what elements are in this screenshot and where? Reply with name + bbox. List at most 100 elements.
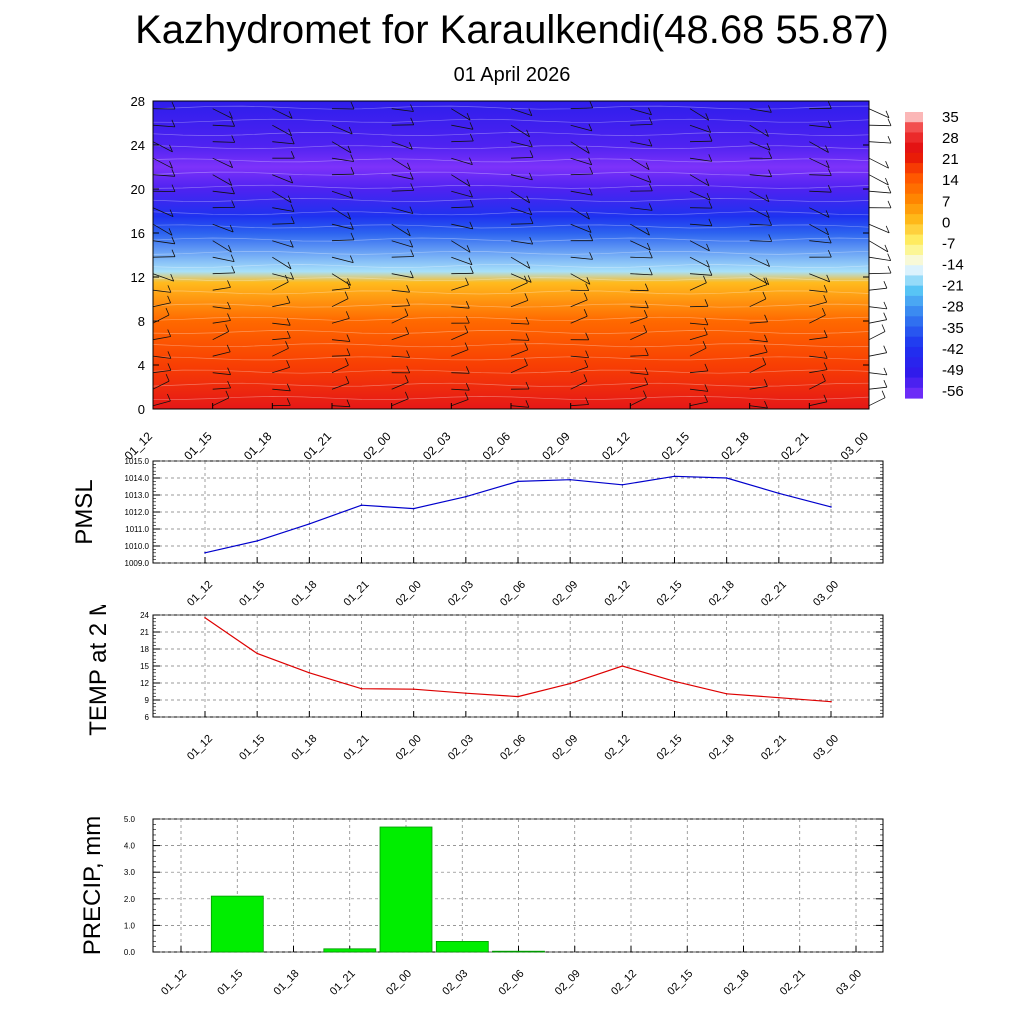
temperature-contour bbox=[152, 118, 870, 123]
wind-barb-feather bbox=[702, 341, 707, 349]
colorbar-swatch bbox=[905, 367, 923, 379]
x-tick-label: 01_18 bbox=[272, 968, 302, 998]
wind-barb-feather bbox=[464, 392, 469, 400]
wind-barb bbox=[809, 369, 828, 374]
wind-barb-feather bbox=[350, 101, 355, 110]
wind-barb bbox=[570, 190, 593, 196]
wind-barb bbox=[689, 334, 708, 341]
y-tick-label: 1013.0 bbox=[125, 491, 150, 500]
temperature-contour bbox=[152, 330, 870, 334]
wind-barb-feather bbox=[404, 308, 409, 316]
wind-barb bbox=[570, 207, 590, 220]
wind-barb bbox=[152, 157, 173, 169]
wind-barb bbox=[510, 108, 533, 116]
data-point bbox=[308, 523, 311, 525]
wind-barb bbox=[152, 380, 170, 390]
wind-barb bbox=[570, 256, 593, 260]
wind-barb-feather bbox=[705, 113, 710, 121]
wind-barb-feather bbox=[289, 175, 294, 184]
wind-barb bbox=[212, 157, 233, 168]
wind-barb-feather bbox=[171, 169, 176, 177]
colorbar-label: -35 bbox=[942, 320, 964, 337]
y-tick-label: 0.0 bbox=[124, 948, 136, 957]
wind-barb-feather bbox=[764, 334, 768, 342]
wind-barb bbox=[212, 190, 235, 195]
data-point bbox=[204, 552, 206, 554]
wind-barb bbox=[570, 366, 588, 374]
wind-barb bbox=[809, 380, 826, 390]
precip-panel: 0.0 1.0 2.0 3.0 4.0 5.0 01_12 01_15 01_18 01_21 02… bbox=[79, 815, 884, 998]
wind-barb bbox=[152, 273, 174, 282]
wind-barb-feather bbox=[525, 400, 530, 408]
colorbar-swatch bbox=[905, 285, 923, 297]
wind-barb bbox=[749, 190, 770, 203]
wind-barb-feather bbox=[346, 334, 351, 342]
wind-barb-feather bbox=[227, 380, 231, 389]
wind-barb bbox=[809, 190, 832, 193]
wind-barb-feather bbox=[404, 391, 409, 399]
wind-barb-feather bbox=[350, 222, 354, 230]
data-point bbox=[725, 693, 728, 695]
wind-barb bbox=[809, 223, 829, 236]
wind-barb bbox=[809, 401, 827, 407]
wind-barb bbox=[749, 174, 772, 178]
data-point bbox=[569, 682, 571, 685]
wind-barb bbox=[689, 401, 708, 407]
wind-barb bbox=[331, 256, 354, 263]
wind-barb-feather bbox=[227, 313, 231, 321]
wind-barb bbox=[809, 124, 832, 129]
colorbar-swatch bbox=[905, 306, 923, 317]
wind-barb bbox=[451, 284, 469, 291]
wind-barb-feather bbox=[167, 295, 171, 304]
wind-barb bbox=[689, 256, 710, 268]
wind-barb-feather bbox=[765, 194, 770, 202]
wind-barb bbox=[152, 336, 171, 341]
wind-barb bbox=[868, 240, 889, 253]
y-tick-label: 3.0 bbox=[124, 868, 136, 877]
wind-barb bbox=[510, 405, 529, 408]
wind-barb bbox=[749, 108, 772, 113]
wind-barb-feather bbox=[526, 195, 531, 204]
wind-barb bbox=[809, 314, 826, 324]
wind-barb-feather bbox=[350, 232, 355, 241]
wind-barb bbox=[749, 364, 766, 374]
wind-barb bbox=[272, 367, 290, 374]
wind-barb-feather bbox=[286, 330, 291, 339]
wind-barb bbox=[630, 174, 652, 183]
wind-barb-feather bbox=[708, 154, 713, 162]
colorbar-swatch bbox=[905, 255, 923, 266]
wind-barb-feather bbox=[344, 291, 349, 299]
wind-barb bbox=[749, 273, 769, 285]
x-tick-label: 02_18 bbox=[722, 968, 752, 998]
wind-barb bbox=[272, 256, 292, 270]
wind-barb bbox=[749, 321, 768, 324]
wind-barb bbox=[451, 388, 470, 391]
y-tick-label: 21 bbox=[140, 628, 149, 637]
wind-barb-feather bbox=[469, 189, 473, 198]
wind-barb-feather bbox=[585, 146, 590, 154]
chart-title: Kazhydromet for Karaulkendi(48.68 55.87) bbox=[135, 8, 889, 52]
wind-barb-feather bbox=[231, 200, 236, 208]
wind-barb bbox=[689, 140, 713, 143]
wind-barb bbox=[152, 314, 170, 324]
wind-barb-feather bbox=[167, 329, 172, 337]
wind-barb-feather bbox=[644, 377, 649, 385]
wind-barb bbox=[689, 240, 710, 252]
wind-barb bbox=[510, 349, 528, 357]
x-tick-label: 02_18 bbox=[707, 733, 737, 763]
wind-barb-feather bbox=[823, 294, 828, 303]
colorbar-swatch bbox=[905, 224, 923, 236]
wind-barb-feather bbox=[648, 107, 652, 115]
wind-barb bbox=[809, 336, 828, 341]
y-tick-label: 15 bbox=[140, 662, 149, 671]
wind-barb-feather bbox=[768, 234, 773, 242]
colorbar-swatch bbox=[905, 387, 923, 399]
wind-barb bbox=[152, 289, 171, 293]
colorbar-swatch bbox=[905, 132, 923, 144]
wind-barb-feather bbox=[887, 253, 892, 261]
wind-barb bbox=[152, 400, 171, 407]
wind-barb-feather bbox=[589, 100, 594, 109]
temperature-contour bbox=[152, 198, 870, 202]
temperature-contour bbox=[152, 211, 870, 216]
